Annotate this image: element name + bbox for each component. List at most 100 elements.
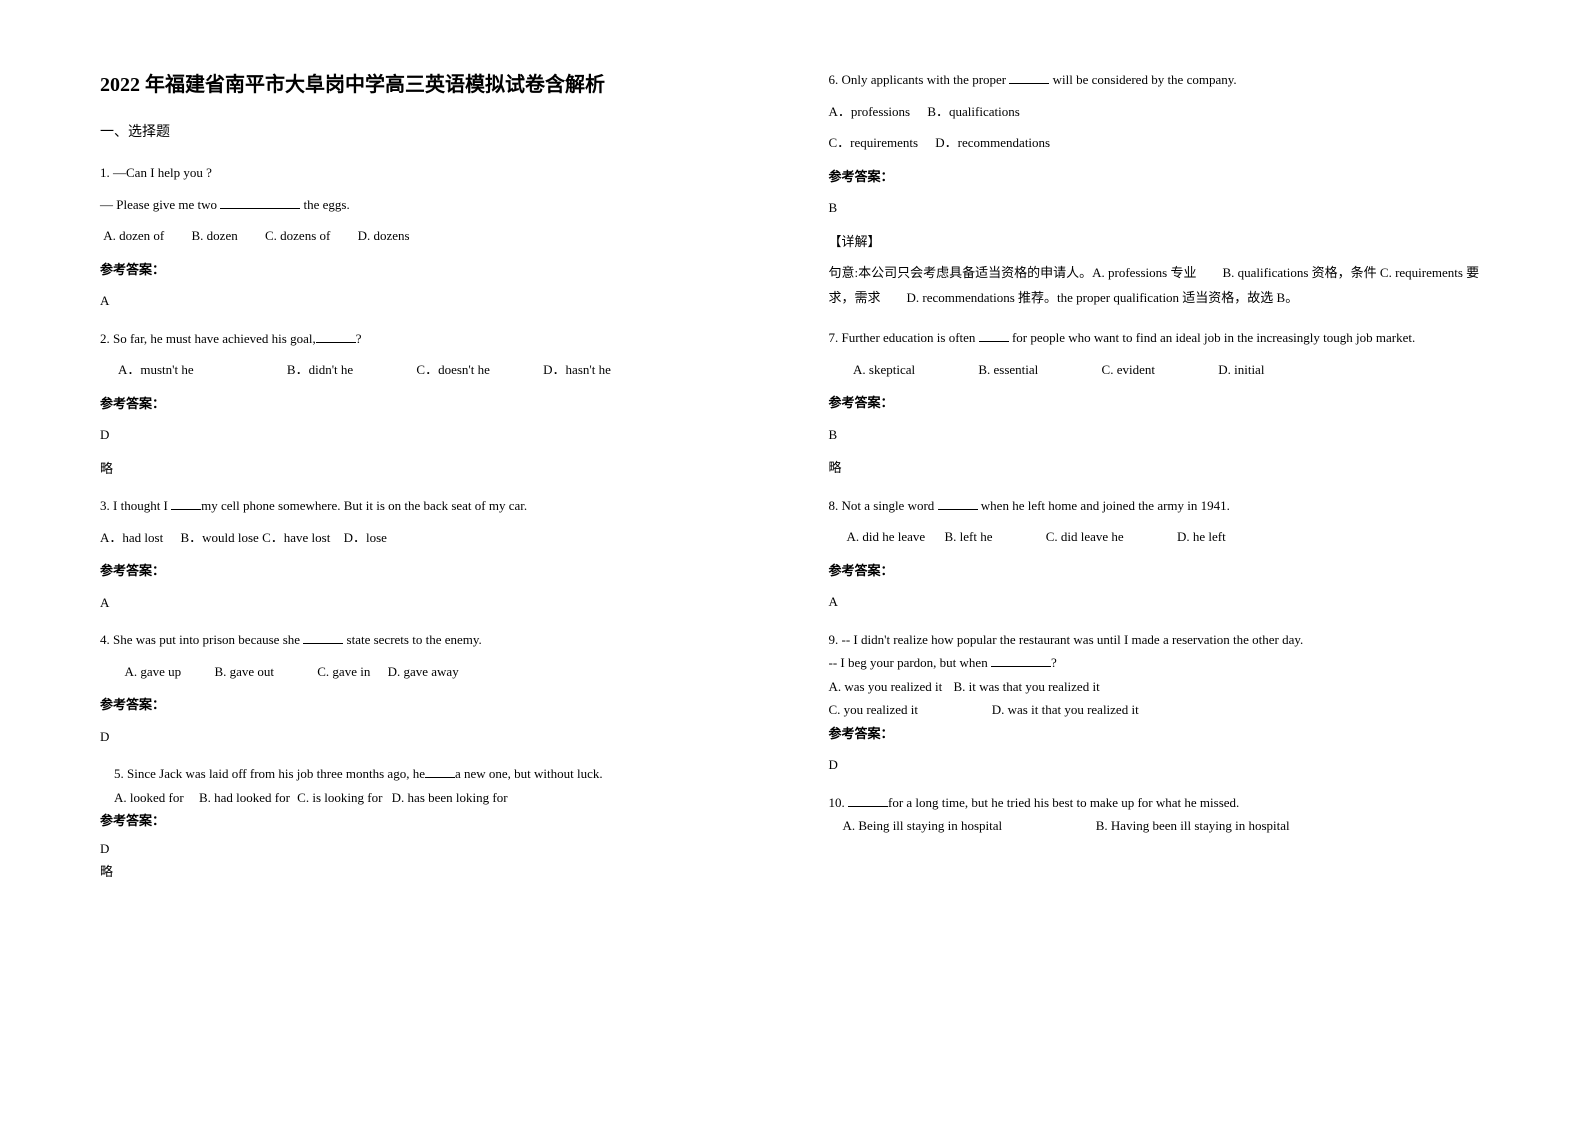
q7-opt-a: A. skeptical xyxy=(853,360,915,380)
q5-opt-d: D. has been loking for xyxy=(392,790,508,805)
q9-line2-a: -- I beg your pardon, but when xyxy=(829,655,991,670)
q7-opt-d: D. initial xyxy=(1218,360,1264,380)
q8-opt-c: C. did leave he xyxy=(1046,527,1124,547)
q4-opt-b: B. gave out xyxy=(214,662,274,682)
q8-text-a: 8. Not a single word xyxy=(829,498,938,513)
q3-answer: A xyxy=(100,593,769,613)
q8-answer: A xyxy=(829,592,1498,612)
q6-explanation: 句意:本公司只会考虑具备适当资格的申请人。A. professions 专业 B… xyxy=(829,261,1498,310)
q7-opt-c: C. evident xyxy=(1102,360,1155,380)
q6-text-b: will be considered by the company. xyxy=(1049,72,1236,87)
q9-options-2: C. you realized it D. was it that you re… xyxy=(829,700,1498,720)
blank-fill xyxy=(171,509,201,510)
q4-text-b: state secrets to the enemy. xyxy=(343,632,482,647)
section-1-heading: 一、选择题 xyxy=(100,122,769,143)
question-5: 5. Since Jack was laid off from his job … xyxy=(100,764,769,882)
q1-line2-b: the eggs. xyxy=(300,197,349,212)
q1-line2-a: — Please give me two xyxy=(100,197,220,212)
q6-opt-d: D．recommendations xyxy=(935,133,1050,153)
page-container: 2022 年福建省南平市大阜岗中学高三英语模拟试卷含解析 一、选择题 1. —C… xyxy=(0,0,1587,1122)
right-column: 6. Only applicants with the proper will … xyxy=(799,70,1498,1082)
question-2: 2. So far, he must have achieved his goa… xyxy=(100,329,769,479)
q8-text: 8. Not a single word when he left home a… xyxy=(829,496,1498,516)
q5-text: 5. Since Jack was laid off from his job … xyxy=(100,764,769,784)
answer-label: 参考答案： xyxy=(100,695,769,715)
q7-omit: 略 xyxy=(829,458,1498,478)
q7-options: A. skeptical B. essential C. evident D. … xyxy=(829,360,1498,380)
q8-options: A. did he leave B. left he C. did leave … xyxy=(829,527,1498,547)
q2-options: A．mustn't he B．didn't he C．doesn't he D．… xyxy=(100,360,769,380)
q3-opt-d: D．lose xyxy=(344,528,387,548)
answer-label: 参考答案： xyxy=(829,167,1498,187)
q10-options: A. Being ill staying in hospital B. Havi… xyxy=(829,816,1498,836)
question-6: 6. Only applicants with the proper will … xyxy=(829,70,1498,310)
q1-line1: 1. —Can I help you ? xyxy=(100,163,769,183)
q6-text-a: 6. Only applicants with the proper xyxy=(829,72,1010,87)
q1-opt-d: D. dozens xyxy=(358,226,410,246)
blank-fill xyxy=(316,342,356,343)
q9-options-1: A. was you realized it B. it was that yo… xyxy=(829,677,1498,697)
question-3: 3. I thought I my cell phone somewhere. … xyxy=(100,496,769,612)
q1-answer: A xyxy=(100,291,769,311)
q4-text-a: 4. She was put into prison because she xyxy=(100,632,303,647)
document-title: 2022 年福建省南平市大阜岗中学高三英语模拟试卷含解析 xyxy=(100,70,769,100)
q1-opt-b: B. dozen xyxy=(192,226,238,246)
answer-label: 参考答案： xyxy=(829,393,1498,413)
q7-answer: B xyxy=(829,425,1498,445)
question-8: 8. Not a single word when he left home a… xyxy=(829,496,1498,612)
q10-opt-a: A. Being ill staying in hospital xyxy=(843,816,1093,836)
q1-opt-a: A. dozen of xyxy=(103,226,164,246)
q10-text: 10. for a long time, but he tried his be… xyxy=(829,793,1498,813)
blank-fill xyxy=(979,341,1009,342)
question-4: 4. She was put into prison because she s… xyxy=(100,630,769,746)
q4-opt-a: A. gave up xyxy=(125,662,182,682)
q10-text-a: 10. xyxy=(829,795,849,810)
answer-label: 参考答案： xyxy=(100,561,769,581)
q4-options: A. gave up B. gave out C. gave in D. gav… xyxy=(100,662,769,682)
q2-opt-c: C．doesn't he xyxy=(416,360,489,380)
q6-answer: B xyxy=(829,198,1498,218)
q9-opt-b: B. it was that you realized it xyxy=(953,679,1099,694)
q10-opt-b: B. Having been ill staying in hospital xyxy=(1096,818,1290,833)
q6-opt-c: C．requirements xyxy=(829,133,919,153)
q6-opt-b: B．qualifications xyxy=(927,104,1019,119)
answer-label: 参考答案： xyxy=(100,394,769,414)
blank-fill xyxy=(1009,83,1049,84)
question-7: 7. Further education is often for people… xyxy=(829,328,1498,478)
q3-text: 3. I thought I my cell phone somewhere. … xyxy=(100,496,769,516)
blank-fill xyxy=(303,643,343,644)
blank-fill xyxy=(220,208,300,209)
q6-opt-a: A．professions xyxy=(829,104,911,119)
answer-label: 参考答案： xyxy=(829,724,1498,744)
q2-text-a: 2. So far, he must have achieved his goa… xyxy=(100,331,316,346)
q5-opt-a: A. looked for xyxy=(114,790,184,805)
q5-omit: 略 xyxy=(100,862,769,882)
q5-answer: D xyxy=(100,839,769,859)
q4-opt-d: D. gave away xyxy=(388,662,459,682)
q8-opt-a: A. did he leave xyxy=(847,527,926,547)
blank-fill xyxy=(425,777,455,778)
q4-opt-c: C. gave in xyxy=(317,662,370,682)
q3-text-a: 3. I thought I xyxy=(100,498,171,513)
q7-text-b: for people who want to find an ideal job… xyxy=(1009,330,1416,345)
q2-opt-a: A．mustn't he xyxy=(118,360,194,380)
q6-text: 6. Only applicants with the proper will … xyxy=(829,70,1498,90)
q10-text-b: for a long time, but he tried his best t… xyxy=(888,795,1239,810)
q2-answer: D xyxy=(100,425,769,445)
q3-opt-c: C．have lost xyxy=(262,528,330,548)
q5-text-a: 5. Since Jack was laid off from his job … xyxy=(114,766,425,781)
q4-text: 4. She was put into prison because she s… xyxy=(100,630,769,650)
q9-opt-c: C. you realized it xyxy=(829,700,989,720)
q3-options: A．had lost B．would lose C．have lost D．lo… xyxy=(100,528,769,548)
q2-opt-d: D．hasn't he xyxy=(543,360,611,380)
question-10: 10. for a long time, but he tried his be… xyxy=(829,793,1498,836)
q9-opt-d: D. was it that you realized it xyxy=(992,702,1139,717)
q5-options: A. looked for B. had looked for C. is lo… xyxy=(100,788,769,808)
q3-opt-b: B．would lose xyxy=(180,528,258,548)
q5-opt-b: B. had looked for xyxy=(199,790,290,805)
q5-text-b: a new one, but without luck. xyxy=(455,766,603,781)
answer-label: 参考答案： xyxy=(829,561,1498,581)
q9-opt-a: A. was you realized it xyxy=(829,679,943,694)
blank-fill xyxy=(991,666,1051,667)
q5-opt-c: C. is looking for xyxy=(297,790,382,805)
